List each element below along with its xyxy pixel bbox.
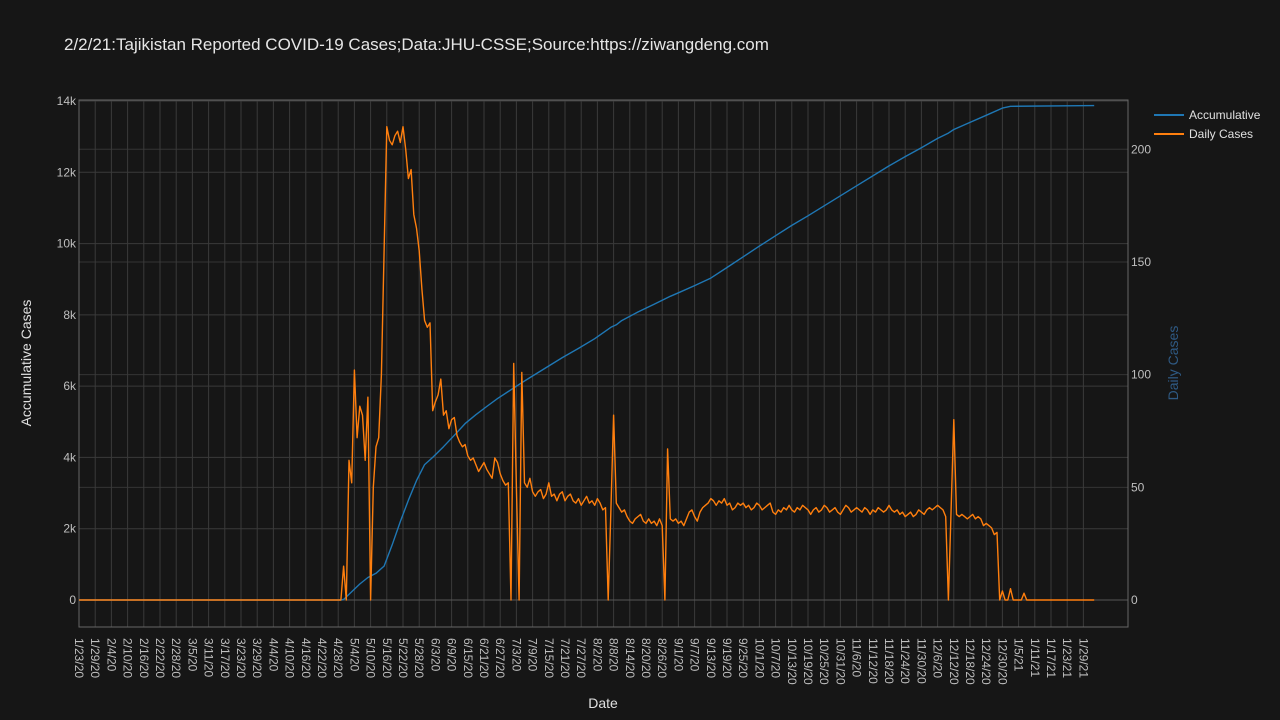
x-tick-label: 12/24/20: [979, 638, 993, 685]
x-tick-label: 3/29/20: [250, 638, 264, 678]
x-tick-label: 2/10/20: [121, 638, 135, 678]
series-line-daily-cases: [79, 125, 1095, 601]
y-tick-label: 10k: [57, 237, 77, 251]
x-tick-label: 8/26/20: [655, 638, 669, 678]
y2-tick-label: 100: [1131, 368, 1151, 382]
x-tick-label: 7/27/20: [574, 638, 588, 678]
y-tick-label: 12k: [57, 165, 77, 179]
x-tick-label: 10/25/20: [817, 638, 831, 685]
x-tick-label: 11/6/20: [850, 638, 864, 677]
y-tick-label: 4k: [63, 450, 77, 464]
x-tick-label: 12/30/20: [995, 638, 1009, 685]
x-tick-label: 1/11/21: [1028, 638, 1042, 677]
x-tick-label: 1/17/21: [1044, 638, 1058, 678]
x-tick-label: 3/23/20: [234, 638, 248, 678]
y-axis-title: Accumulative Cases: [18, 300, 34, 427]
legend-item-daily-cases[interactable]: Daily Cases: [1154, 127, 1253, 141]
x-tick-label: 9/13/20: [704, 638, 718, 678]
x-tick-label: 10/19/20: [801, 638, 815, 685]
x-tick-label: 4/10/20: [283, 638, 297, 678]
x-tick-label: 5/4/20: [347, 638, 361, 672]
x-tick-label: 6/9/20: [445, 638, 459, 672]
x-axis-title: Date: [588, 695, 618, 711]
x-tick-label: 4/22/20: [315, 638, 329, 678]
series-line-accumulative: [79, 104, 1095, 601]
x-tick-label: 6/3/20: [428, 638, 442, 672]
series-layer: [79, 104, 1095, 601]
y2-tick-label: 50: [1131, 480, 1145, 494]
x-tick-label: 1/29/21: [1076, 638, 1090, 678]
x-tick-label: 8/8/20: [607, 638, 621, 672]
x-tick-label: 7/21/20: [558, 638, 572, 678]
x-tick-label: 2/16/20: [137, 638, 151, 678]
x-tick-label: 10/7/20: [769, 638, 783, 678]
chart-title: 2/2/21:Tajikistan Reported COVID-19 Case…: [64, 35, 769, 54]
x-tick-label: 9/19/20: [720, 638, 734, 678]
x-axis-ticks: 1/23/20 1/29/20 2/4/20 2/10/20 2/16/20 2/22/2…: [72, 638, 1090, 685]
x-tick-label: 5/28/20: [412, 638, 426, 678]
x-tick-label: 6/21/20: [477, 638, 491, 678]
x-tick-label: 12/18/20: [963, 638, 977, 685]
x-tick-label: 7/15/20: [542, 638, 556, 678]
x-tick-label: 4/28/20: [331, 638, 345, 678]
x-tick-label: 1/23/20: [72, 638, 86, 678]
x-tick-label: 8/20/20: [639, 638, 653, 678]
x-tick-label: 3/17/20: [218, 638, 232, 678]
y2-axis-ticks: 0 50 100 150 200: [1131, 142, 1151, 607]
x-tick-label: 4/16/20: [299, 638, 313, 678]
x-tick-label: 1/23/21: [1060, 638, 1074, 678]
x-tick-label: 2/22/20: [153, 638, 167, 678]
x-tick-label: 9/7/20: [688, 638, 702, 672]
plot-frame: [78, 99, 1129, 628]
x-tick-label: 10/31/20: [833, 638, 847, 685]
x-tick-label: 10/13/20: [785, 638, 799, 685]
x-tick-label: 9/1/20: [671, 638, 685, 672]
x-tick-label: 1/5/21: [1012, 638, 1026, 672]
x-tick-label: 6/27/20: [493, 638, 507, 678]
x-tick-label: 7/9/20: [526, 638, 540, 672]
x-tick-label: 9/25/20: [736, 638, 750, 678]
x-tick-label: 11/30/20: [914, 638, 928, 684]
x-tick-label: 2/4/20: [104, 638, 118, 672]
x-tick-label: 11/12/20: [866, 638, 880, 684]
x-tick-label: 11/18/20: [882, 638, 896, 684]
y-axis-ticks: 0 2k 4k 6k 8k 10k 12k 14k: [57, 94, 77, 607]
x-tick-label: 4/4/20: [266, 638, 280, 672]
x-tick-label: 5/22/20: [396, 638, 410, 678]
legend-label: Accumulative: [1189, 108, 1261, 122]
y-tick-label: 6k: [63, 379, 77, 393]
x-tick-label: 3/5/20: [185, 638, 199, 672]
legend[interactable]: Accumulative Daily Cases: [1154, 108, 1261, 141]
x-tick-label: 1/29/20: [88, 638, 102, 678]
y-tick-label: 2k: [63, 522, 77, 536]
y-tick-label: 14k: [57, 94, 77, 108]
x-tick-label: 11/24/20: [898, 638, 912, 684]
y-tick-label: 8k: [63, 308, 77, 322]
x-tick-label: 6/15/20: [461, 638, 475, 678]
x-tick-label: 2/28/20: [169, 638, 183, 678]
x-tick-label: 10/1/20: [752, 638, 766, 678]
y2-axis-title: Daily Cases: [1165, 326, 1181, 401]
y2-tick-label: 150: [1131, 255, 1151, 269]
y2-tick-label: 200: [1131, 142, 1151, 156]
legend-item-accumulative[interactable]: Accumulative: [1154, 108, 1261, 122]
x-tick-label: 3/11/20: [202, 638, 216, 677]
legend-label: Daily Cases: [1189, 127, 1253, 141]
x-tick-label: 5/16/20: [380, 638, 394, 678]
x-tick-label: 8/14/20: [623, 638, 637, 678]
y-tick-label: 0: [69, 593, 76, 607]
x-tick-label: 12/12/20: [947, 638, 961, 685]
x-tick-label: 7/3/20: [509, 638, 523, 672]
x-tick-label: 5/10/20: [364, 638, 378, 678]
y2-tick-label: 0: [1131, 593, 1138, 607]
x-tick-label: 12/6/20: [931, 638, 945, 678]
x-tick-label: 8/2/20: [590, 638, 604, 672]
